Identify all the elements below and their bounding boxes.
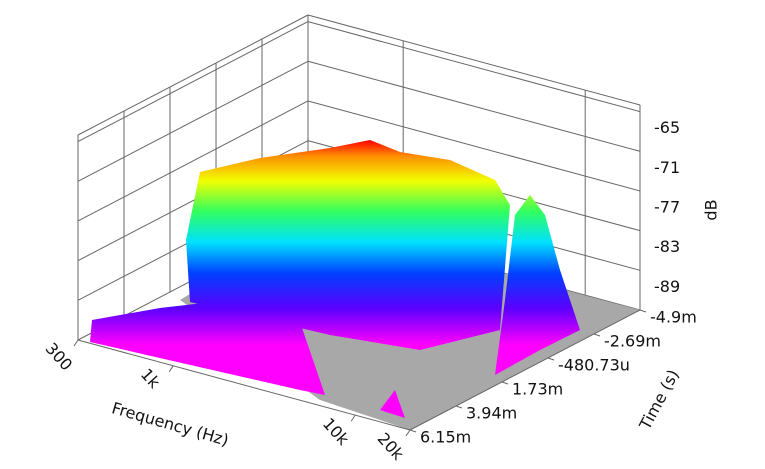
y-tick-label: 3.94m xyxy=(466,404,517,423)
surface xyxy=(90,140,640,430)
y-tick-label: -2.69m xyxy=(604,332,661,351)
y-tick-label: -4.9m xyxy=(650,308,697,327)
x-axis-label: Frequency (Hz) xyxy=(110,398,231,450)
frame xyxy=(77,339,411,431)
surface-peak xyxy=(495,195,580,375)
grid-line xyxy=(307,100,641,192)
x-tick-label: 1k xyxy=(137,365,165,393)
tick-mark xyxy=(350,414,356,422)
z-tick-label: -77 xyxy=(654,197,680,216)
tick-mark xyxy=(639,309,647,313)
frame xyxy=(77,14,309,136)
z-tick-label: -89 xyxy=(654,277,680,296)
z-tick-label: -65 xyxy=(654,118,680,137)
tick-mark xyxy=(547,357,555,361)
z-axis-label: dB xyxy=(702,199,721,220)
grid-line xyxy=(77,100,309,222)
y-tick-label: 6.15m xyxy=(420,428,471,447)
grid-line xyxy=(307,60,641,152)
z-tick-label: -83 xyxy=(654,237,680,256)
tick-mark xyxy=(409,429,417,433)
surface-peak xyxy=(186,140,510,350)
z-tick-label: -71 xyxy=(654,158,680,177)
grid-line xyxy=(77,60,309,182)
tick-mark xyxy=(593,333,601,337)
x-tick-label: 10k xyxy=(319,414,353,449)
x-tick-label: 20k xyxy=(374,429,408,464)
grid-line xyxy=(307,21,641,113)
grid-line xyxy=(77,21,309,143)
frame xyxy=(307,14,641,106)
surface-peak xyxy=(90,300,325,395)
frame xyxy=(409,309,641,431)
surface-peak xyxy=(380,390,405,418)
tick-mark xyxy=(455,405,463,409)
tick-mark xyxy=(73,339,79,347)
tick-mark xyxy=(501,381,509,385)
x-tick-label: 300 xyxy=(42,339,77,374)
y-tick-label: 1.73m xyxy=(512,380,563,399)
y-axis-label: Time (s) xyxy=(635,366,683,433)
tick-mark xyxy=(168,365,174,373)
y-tick-label: -480.73u xyxy=(558,355,630,374)
tick-mark xyxy=(405,429,411,437)
